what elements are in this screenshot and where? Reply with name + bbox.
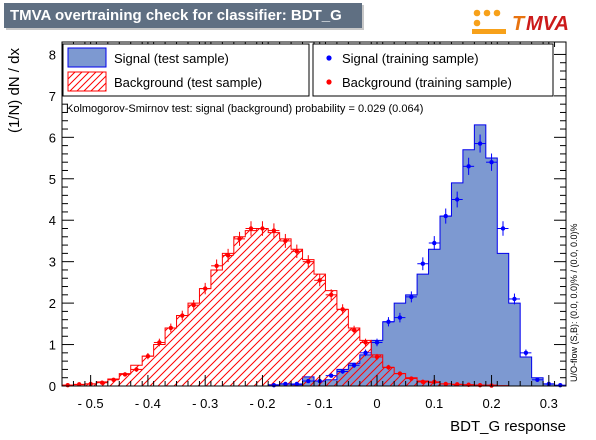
signal-train-point [489, 159, 494, 165]
signal-train-point [328, 373, 334, 378]
page-title: TMVA overtraining check for classifier: … [10, 7, 342, 24]
signal-train-point [283, 381, 288, 387]
signal-train-point [409, 294, 414, 300]
background-train-point [145, 353, 151, 359]
legend-swatch-signal-test [67, 47, 107, 68]
y-tick-label: 6 [49, 130, 56, 145]
title-bar: TMVA overtraining check for classifier: … [4, 3, 362, 28]
signal-train-point [363, 350, 368, 356]
y-axis-label: (1/N) dN / dx [6, 48, 23, 134]
background-train-point [409, 376, 414, 381]
y-tick-label: 5 [49, 172, 56, 187]
background-train-point [477, 382, 483, 388]
y-tick-label: 8 [49, 47, 56, 62]
signal-train-point [271, 382, 277, 388]
y-tick-label: 1 [49, 338, 56, 353]
x-tick-label: - 0.5 [78, 396, 104, 411]
logo-letter: T [512, 13, 526, 35]
background-train-point [111, 377, 116, 382]
x-axis-label: BDT_G response [450, 418, 566, 435]
background-train-point [260, 226, 265, 231]
legend-label-signal-train: Signal (training sample) [342, 51, 479, 66]
legend-label-signal-test: Signal (test sample) [114, 51, 229, 66]
background-train-point [283, 238, 288, 244]
signal-train-point [374, 340, 380, 345]
legend-marker-signal-train [326, 55, 332, 61]
signal-train-point [351, 363, 357, 368]
signal-train-point [294, 381, 300, 387]
background-train-point [99, 380, 105, 385]
background-train-point [454, 382, 460, 387]
x-tick-label: - 0.1 [307, 396, 333, 411]
background-train-point [351, 327, 357, 333]
background-train-point [134, 367, 139, 372]
background-train-point [397, 371, 403, 376]
signal-train-point [523, 350, 529, 356]
background-train-point [306, 259, 311, 264]
x-tick-label: 0.3 [540, 396, 558, 411]
x-tick-label: 0.1 [425, 396, 443, 411]
tmva-logo: T MVA [472, 9, 569, 35]
background-train-point [168, 325, 174, 331]
background-train-point [122, 372, 128, 377]
background-train-point [76, 382, 82, 387]
y-tick-label: 4 [49, 213, 56, 228]
legend-swatch-background-test [67, 71, 107, 92]
background-train-point [420, 379, 426, 385]
y-tick-label: 7 [49, 89, 56, 104]
background-train-point [191, 302, 196, 308]
legend-label-background-test: Background (test sample) [114, 75, 262, 90]
x-tick-label: - 0.4 [135, 396, 161, 411]
signal-train-point [477, 141, 483, 146]
background-train-point [214, 263, 219, 269]
background-train-point [363, 340, 368, 345]
background-train-point [202, 286, 208, 291]
signal-train-point [340, 369, 345, 374]
legend: Signal (test sample) Background (test sa… [62, 43, 554, 97]
background-train-point [443, 381, 448, 387]
overflow-label: U/O-flow (S,B): (0.0, 0.0)% / (0.0, 0.0)… [569, 223, 579, 382]
signal-train-point [386, 319, 391, 324]
y-tick-label: 0 [49, 379, 56, 394]
signal-train-point [397, 315, 403, 320]
signal-train-point [432, 240, 437, 246]
y-tick-label: 2 [49, 296, 56, 311]
x-tick-label: - 0.3 [192, 396, 218, 411]
signal-train-point [443, 213, 448, 219]
background-train-point [271, 228, 277, 233]
ks-test-annotation: Kolmogorov-Smirnov test: signal (backgro… [66, 103, 423, 115]
background-train-point [317, 278, 322, 283]
signal-train-point [558, 382, 563, 388]
background-train-point [340, 307, 345, 312]
legend-label-background-train: Background (training sample) [342, 75, 512, 90]
signal-train-point [500, 226, 506, 231]
background-train-point [237, 236, 242, 242]
background-train-point [294, 249, 300, 254]
background-train-point [328, 292, 334, 298]
background-train-point [157, 340, 162, 345]
legend-marker-background-train [326, 79, 332, 85]
background-train-point [180, 313, 185, 318]
background-train-point [248, 226, 254, 231]
logo-text: MVA [526, 13, 569, 35]
x-tick-label: 0.2 [483, 396, 501, 411]
legend-box-right [312, 43, 554, 97]
x-tick-label: - 0.2 [249, 396, 275, 411]
signal-train-point [535, 377, 540, 382]
y-tick-label: 3 [49, 255, 56, 270]
signal-train-point [306, 378, 311, 384]
signal-train-point [466, 164, 471, 169]
signal-train-point [512, 296, 517, 302]
background-train-point [225, 253, 231, 258]
background-train-point [65, 382, 70, 388]
background-train-point [386, 365, 391, 370]
x-tick-label: 0 [373, 396, 380, 411]
signal-train-point [420, 261, 426, 266]
background-train-point [374, 354, 380, 360]
signal-train-point [454, 197, 460, 202]
